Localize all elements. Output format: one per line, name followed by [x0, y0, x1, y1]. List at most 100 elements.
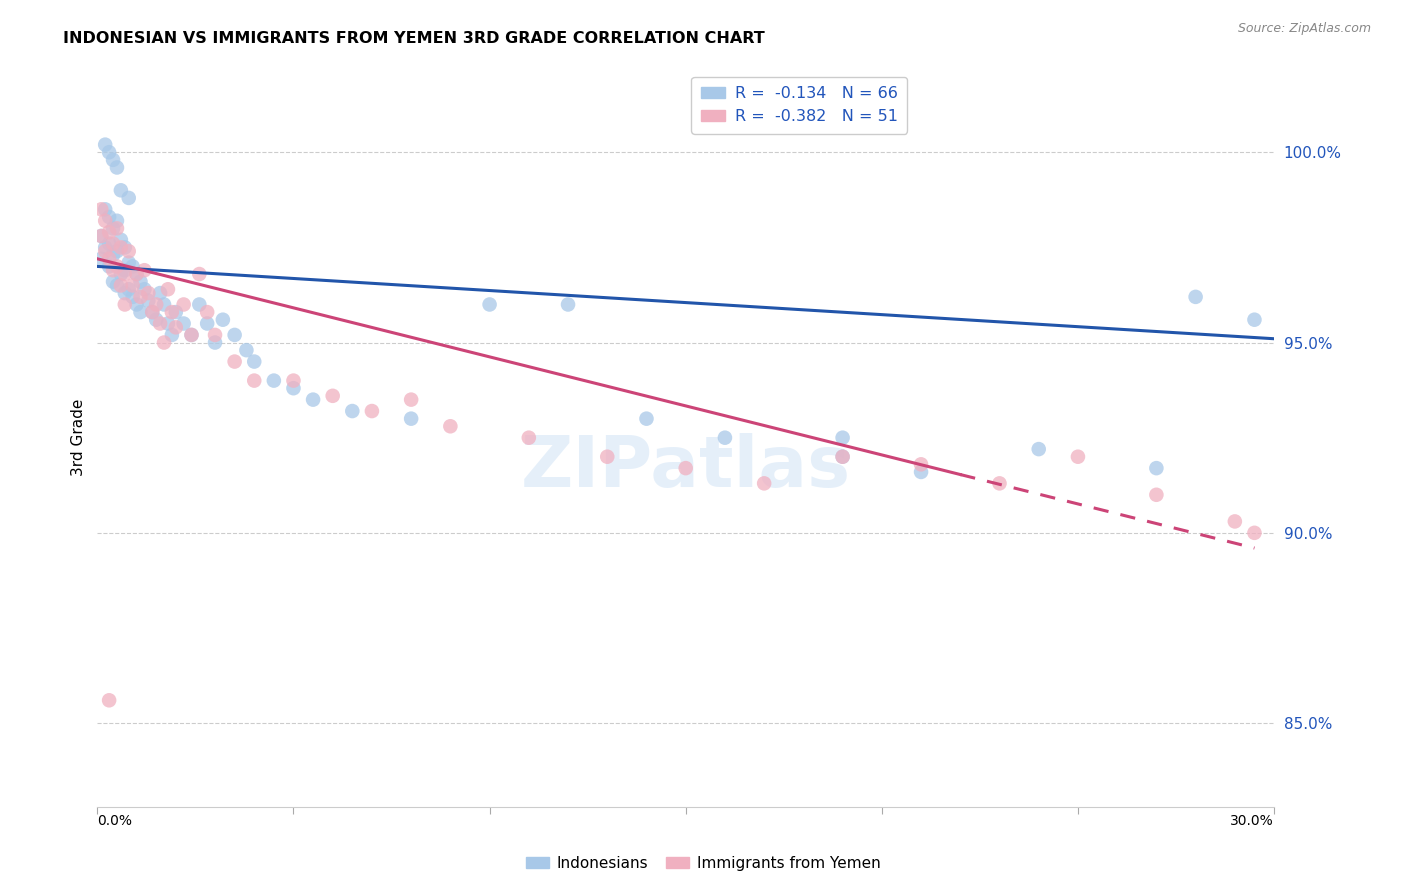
- Legend: R =  -0.134   N = 66, R =  -0.382   N = 51: R = -0.134 N = 66, R = -0.382 N = 51: [692, 77, 907, 134]
- Point: [160, 327, 183, 342]
- Point: [910, 458, 932, 472]
- Point: [224, 327, 246, 342]
- Point: [110, 240, 132, 254]
- Point: [114, 240, 136, 254]
- Point: [98, 260, 121, 274]
- Point: [180, 327, 202, 342]
- Point: [114, 263, 136, 277]
- Point: [149, 286, 172, 301]
- Point: [94, 244, 117, 259]
- Point: [90, 229, 112, 244]
- Point: [399, 392, 422, 407]
- Point: [910, 465, 932, 479]
- Point: [121, 278, 143, 293]
- Point: [90, 229, 112, 244]
- Point: [204, 327, 226, 342]
- Point: [195, 305, 218, 319]
- Point: [110, 278, 132, 293]
- Point: [263, 374, 285, 388]
- Point: [243, 374, 266, 388]
- Point: [145, 297, 167, 311]
- Point: [1067, 450, 1090, 464]
- Point: [118, 282, 141, 296]
- Point: [98, 693, 121, 707]
- Point: [399, 411, 422, 425]
- Point: [125, 297, 148, 311]
- Point: [557, 297, 579, 311]
- Point: [129, 290, 152, 304]
- Text: 0.0%: 0.0%: [97, 814, 132, 829]
- Point: [125, 267, 148, 281]
- Point: [1144, 488, 1167, 502]
- Point: [180, 327, 202, 342]
- Point: [224, 354, 246, 368]
- Point: [342, 404, 364, 418]
- Point: [188, 267, 211, 281]
- Point: [105, 161, 128, 175]
- Point: [118, 244, 141, 259]
- Point: [188, 297, 211, 311]
- Point: [101, 236, 124, 251]
- Point: [105, 244, 128, 259]
- Point: [1184, 290, 1206, 304]
- Point: [153, 297, 176, 311]
- Point: [831, 450, 853, 464]
- Point: [675, 461, 697, 475]
- Point: [204, 335, 226, 350]
- Point: [714, 431, 737, 445]
- Point: [153, 335, 176, 350]
- Text: ZIPatlas: ZIPatlas: [520, 433, 851, 501]
- Point: [1028, 442, 1050, 456]
- Point: [110, 267, 132, 281]
- Point: [121, 260, 143, 274]
- Point: [195, 317, 218, 331]
- Point: [98, 236, 121, 251]
- Point: [134, 263, 156, 277]
- Y-axis label: 3rd Grade: 3rd Grade: [72, 399, 86, 476]
- Legend: Indonesians, Immigrants from Yemen: Indonesians, Immigrants from Yemen: [519, 850, 887, 877]
- Point: [302, 392, 325, 407]
- Point: [439, 419, 461, 434]
- Point: [235, 343, 257, 358]
- Point: [118, 191, 141, 205]
- Point: [101, 221, 124, 235]
- Point: [283, 381, 305, 395]
- Point: [90, 252, 112, 266]
- Point: [156, 282, 179, 296]
- Point: [101, 153, 124, 167]
- Point: [1144, 461, 1167, 475]
- Point: [90, 202, 112, 217]
- Point: [98, 252, 121, 266]
- Point: [105, 221, 128, 235]
- Point: [129, 275, 152, 289]
- Point: [160, 305, 183, 319]
- Point: [831, 450, 853, 464]
- Point: [149, 317, 172, 331]
- Point: [134, 282, 156, 296]
- Point: [101, 275, 124, 289]
- Point: [94, 213, 117, 227]
- Point: [118, 255, 141, 269]
- Point: [98, 225, 121, 239]
- Point: [138, 293, 160, 308]
- Point: [105, 213, 128, 227]
- Point: [283, 374, 305, 388]
- Point: [361, 404, 384, 418]
- Point: [101, 248, 124, 262]
- Point: [98, 210, 121, 224]
- Point: [322, 389, 344, 403]
- Point: [165, 305, 187, 319]
- Point: [988, 476, 1011, 491]
- Text: INDONESIAN VS IMMIGRANTS FROM YEMEN 3RD GRADE CORRELATION CHART: INDONESIAN VS IMMIGRANTS FROM YEMEN 3RD …: [63, 31, 765, 46]
- Point: [138, 286, 160, 301]
- Point: [243, 354, 266, 368]
- Point: [114, 267, 136, 281]
- Point: [596, 450, 619, 464]
- Text: 30.0%: 30.0%: [1230, 814, 1274, 829]
- Point: [125, 267, 148, 281]
- Point: [212, 312, 235, 326]
- Point: [105, 260, 128, 274]
- Point: [94, 137, 117, 152]
- Point: [101, 263, 124, 277]
- Point: [94, 202, 117, 217]
